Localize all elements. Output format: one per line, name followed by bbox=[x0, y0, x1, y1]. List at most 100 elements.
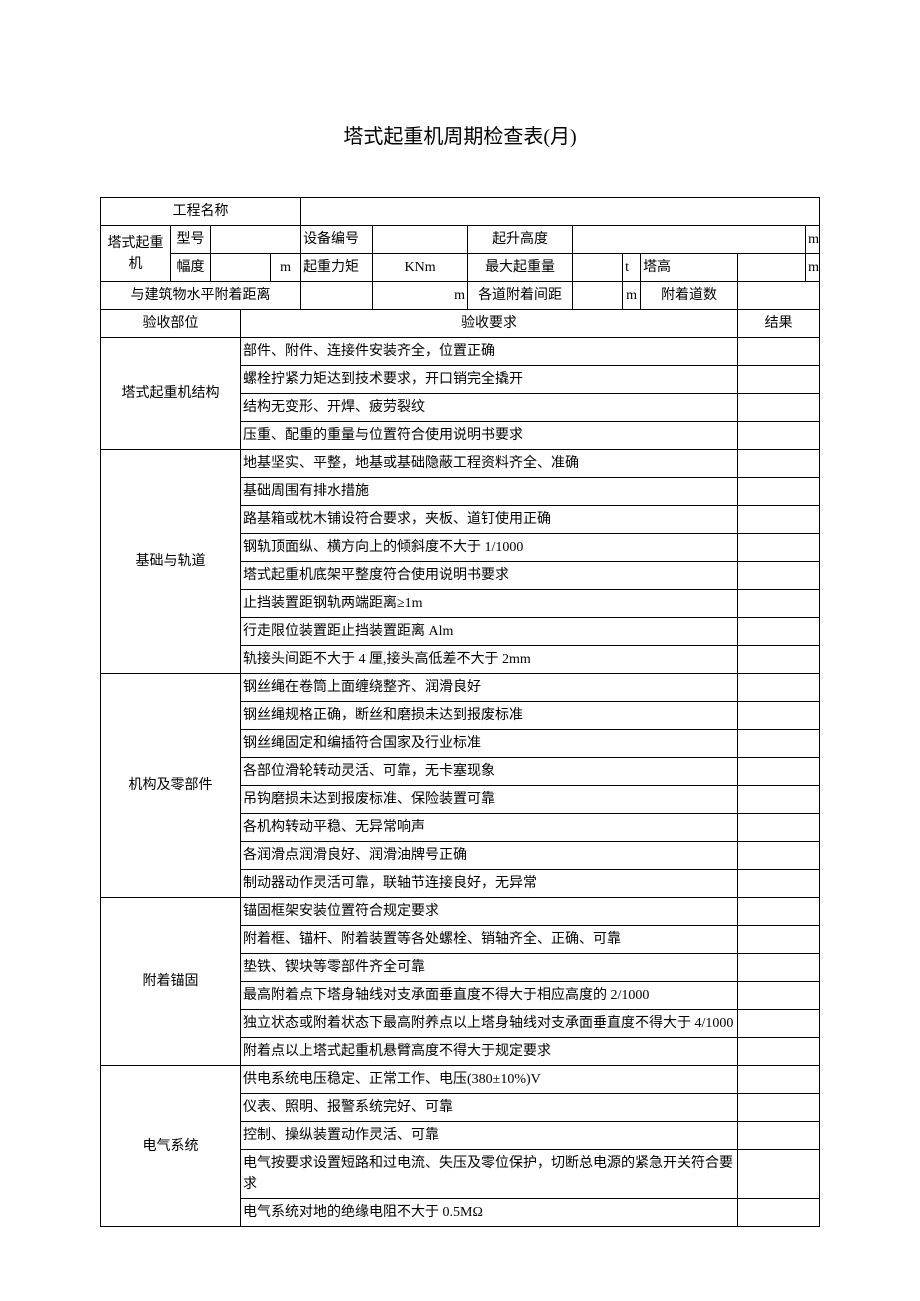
row-project: 工程名称 bbox=[101, 198, 820, 226]
label-model: 型号 bbox=[171, 226, 211, 254]
unit-knm: KNm bbox=[373, 254, 468, 282]
result-cell bbox=[738, 954, 820, 982]
req-item: 钢丝绳固定和编插符合国家及行业标准 bbox=[241, 730, 738, 758]
req-item: 供电系统电压稳定、正常工作、电压(380±10%)V bbox=[241, 1066, 738, 1094]
req-item: 压重、配重的重量与位置符合使用说明书要求 bbox=[241, 422, 738, 450]
section-electrical: 电气系统 bbox=[101, 1066, 241, 1227]
req-item: 钢丝绳规格正确，断丝和磨损未达到报废标准 bbox=[241, 702, 738, 730]
table-row: 基础与轨道 地基坚实、平整，地基或基础隐蔽工程资料齐全、准确 bbox=[101, 450, 820, 478]
label-attach-count: 附着道数 bbox=[641, 282, 738, 310]
col-result: 结果 bbox=[738, 310, 820, 338]
req-item: 基础周围有排水措施 bbox=[241, 478, 738, 506]
result-cell bbox=[738, 982, 820, 1010]
label-lift-height: 起升高度 bbox=[468, 226, 573, 254]
result-cell bbox=[738, 730, 820, 758]
label-max-load: 最大起重量 bbox=[468, 254, 573, 282]
req-item: 最高附着点下塔身轴线对支承面垂直度不得大于相应高度的 2/1000 bbox=[241, 982, 738, 1010]
unit-m-2: m bbox=[271, 254, 301, 282]
section-anchor: 附着锚固 bbox=[101, 898, 241, 1066]
req-item: 制动器动作灵活可靠，联轴节连接良好，无异常 bbox=[241, 870, 738, 898]
table-row: 机构及零部件 钢丝绳在卷筒上面缠绕整齐、润滑良好 bbox=[101, 674, 820, 702]
val-attach-span bbox=[573, 282, 623, 310]
result-cell bbox=[738, 394, 820, 422]
result-cell bbox=[738, 898, 820, 926]
label-torque: 起重力矩 bbox=[301, 254, 373, 282]
val-amplitude bbox=[211, 254, 271, 282]
label-tower-height: 塔高 bbox=[641, 254, 738, 282]
table-row: 塔式起重机结构 部件、附件、连接件安装齐全，位置正确 bbox=[101, 338, 820, 366]
req-item: 独立状态或附着状态下最高附养点以上塔身轴线对支承面垂直度不得大于 4/1000 bbox=[241, 1010, 738, 1038]
val-max-load bbox=[573, 254, 623, 282]
result-cell bbox=[738, 870, 820, 898]
result-cell bbox=[738, 1199, 820, 1227]
result-cell bbox=[738, 758, 820, 786]
req-item: 各部位滑轮转动灵活、可靠，无卡塞现象 bbox=[241, 758, 738, 786]
req-item: 锚固框架安装位置符合规定要求 bbox=[241, 898, 738, 926]
label-attach-span: 各道附着间距 bbox=[468, 282, 573, 310]
req-item: 行走限位装置距止挡装置距离 Alm bbox=[241, 618, 738, 646]
req-item: 止挡装置距钢轨两端距离≥1m bbox=[241, 590, 738, 618]
result-cell bbox=[738, 1150, 820, 1199]
req-item: 部件、附件、连接件安装齐全，位置正确 bbox=[241, 338, 738, 366]
req-item: 附着框、锚杆、附着装置等各处螺栓、销轴齐全、正确、可靠 bbox=[241, 926, 738, 954]
page-title: 塔式起重机周期检查表(月) bbox=[100, 120, 820, 149]
val-equip-no bbox=[373, 226, 468, 254]
label-equip-no: 设备编号 bbox=[301, 226, 373, 254]
result-cell bbox=[738, 1038, 820, 1066]
unit-t: t bbox=[623, 254, 641, 282]
result-cell bbox=[738, 926, 820, 954]
result-cell bbox=[738, 842, 820, 870]
result-cell bbox=[738, 338, 820, 366]
result-cell bbox=[738, 1066, 820, 1094]
val-project bbox=[301, 198, 820, 226]
result-cell bbox=[738, 674, 820, 702]
req-item: 钢轨顶面纵、横方向上的倾斜度不大于 1/1000 bbox=[241, 534, 738, 562]
table-row: 附着锚固 锚固框架安装位置符合规定要求 bbox=[101, 898, 820, 926]
result-cell bbox=[738, 1010, 820, 1038]
result-cell bbox=[738, 450, 820, 478]
result-cell bbox=[738, 1094, 820, 1122]
result-cell bbox=[738, 534, 820, 562]
label-amplitude: 幅度 bbox=[171, 254, 211, 282]
row-spec1: 塔式起重机 型号 设备编号 起升高度 m bbox=[101, 226, 820, 254]
result-cell bbox=[738, 646, 820, 674]
val-attach-count bbox=[738, 282, 820, 310]
val-model bbox=[211, 226, 301, 254]
row-spec2: 幅度 m 起重力矩 KNm 最大起重量 t 塔高 m bbox=[101, 254, 820, 282]
result-cell bbox=[738, 478, 820, 506]
inspection-table: 工程名称 塔式起重机 型号 设备编号 起升高度 m 幅度 m 起重力矩 KNm … bbox=[100, 197, 820, 1227]
result-cell bbox=[738, 366, 820, 394]
req-item: 螺栓拧紧力矩达到技术要求，开口销完全撬开 bbox=[241, 366, 738, 394]
req-item: 各机构转动平稳、无异常响声 bbox=[241, 814, 738, 842]
req-item: 电气系统对地的绝缘电阻不大于 0.5MΩ bbox=[241, 1199, 738, 1227]
req-item: 控制、操纵装置动作灵活、可靠 bbox=[241, 1122, 738, 1150]
unit-m-1: m bbox=[806, 226, 820, 254]
result-cell bbox=[738, 422, 820, 450]
req-item: 垫铁、锲块等零部件齐全可靠 bbox=[241, 954, 738, 982]
result-cell bbox=[738, 618, 820, 646]
col-req: 验收要求 bbox=[241, 310, 738, 338]
label-tower-crane: 塔式起重机 bbox=[101, 226, 171, 282]
result-cell bbox=[738, 702, 820, 730]
unit-m-4: m bbox=[373, 282, 468, 310]
req-item: 各润滑点润滑良好、润滑油牌号正确 bbox=[241, 842, 738, 870]
row-col-headers: 验收部位 验收要求 结果 bbox=[101, 310, 820, 338]
req-item: 附着点以上塔式起重机悬臂高度不得大于规定要求 bbox=[241, 1038, 738, 1066]
result-cell bbox=[738, 506, 820, 534]
req-item: 地基坚实、平整，地基或基础隐蔽工程资料齐全、准确 bbox=[241, 450, 738, 478]
req-item: 结构无变形、开焊、疲劳裂纹 bbox=[241, 394, 738, 422]
result-cell bbox=[738, 786, 820, 814]
req-item: 路基箱或枕木铺设符合要求，夹板、道钉使用正确 bbox=[241, 506, 738, 534]
section-structure: 塔式起重机结构 bbox=[101, 338, 241, 450]
result-cell bbox=[738, 814, 820, 842]
result-cell bbox=[738, 562, 820, 590]
req-item: 钢丝绳在卷筒上面缠绕整齐、润滑良好 bbox=[241, 674, 738, 702]
req-item: 塔式起重机底架平整度符合使用说明书要求 bbox=[241, 562, 738, 590]
table-row: 电气系统 供电系统电压稳定、正常工作、电压(380±10%)V bbox=[101, 1066, 820, 1094]
req-item: 轨接头间距不大于 4 厘,接头高低差不大于 2mm bbox=[241, 646, 738, 674]
col-part: 验收部位 bbox=[101, 310, 241, 338]
val-attach-dist bbox=[301, 282, 373, 310]
unit-m-5: m bbox=[623, 282, 641, 310]
label-attach-dist: 与建筑物水平附着距离 bbox=[101, 282, 301, 310]
result-cell bbox=[738, 590, 820, 618]
